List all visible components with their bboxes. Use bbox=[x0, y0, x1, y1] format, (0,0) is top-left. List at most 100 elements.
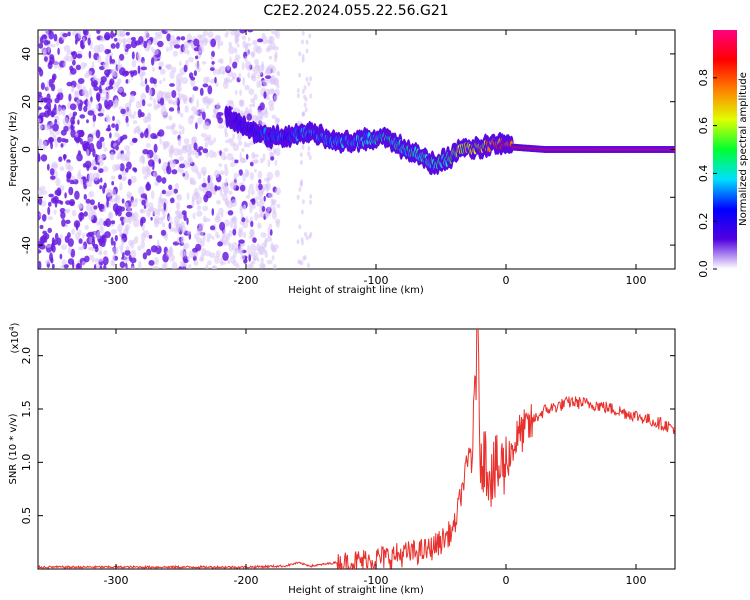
spectrogram-noise-speckle bbox=[219, 170, 225, 175]
spectrogram-noise-speckle bbox=[203, 177, 206, 184]
spectrogram-noise-speckle bbox=[43, 232, 50, 240]
spectrogram-noise-speckle bbox=[220, 58, 224, 65]
spectrogram-noise-speckle bbox=[301, 144, 305, 150]
spectrogram-noise-speckle bbox=[51, 237, 55, 245]
spectrogram-noise-speckle bbox=[210, 55, 214, 60]
spectrogram-noise-speckle bbox=[181, 125, 185, 135]
spectrogram-noise-speckle bbox=[60, 264, 65, 269]
spectrogram-noise-speckle bbox=[198, 146, 204, 151]
spectrogram-noise-speckle bbox=[251, 159, 259, 164]
spectrogram-noise-speckle bbox=[115, 42, 120, 49]
spectrogram-noise-speckle bbox=[274, 169, 280, 178]
spectrogram-noise-speckle bbox=[70, 123, 74, 130]
spectrogram-noise-speckle bbox=[202, 205, 209, 212]
spectrogram-noise-speckle bbox=[268, 223, 273, 229]
spectrogram-noise-speckle bbox=[181, 77, 189, 85]
spectrogram-noise-speckle bbox=[70, 248, 76, 258]
spectrogram-noise-speckle bbox=[83, 211, 88, 217]
spectrogram-noise-speckle bbox=[239, 157, 246, 164]
spectrogram-noise-speckle bbox=[71, 85, 75, 93]
spectrogram-noise-speckle bbox=[276, 84, 280, 89]
spectrogram-noise-speckle bbox=[97, 112, 104, 117]
spectrogram-noise-speckle bbox=[196, 210, 203, 217]
spectrogram-noise-speckle bbox=[158, 66, 162, 70]
spectrogram-noise-speckle bbox=[261, 206, 266, 212]
spectrogram-noise-speckle bbox=[114, 197, 121, 204]
spectrogram-noise-speckle bbox=[241, 61, 245, 71]
spectrogram-noise-speckle bbox=[130, 175, 137, 184]
spectrogram-noise-speckle bbox=[171, 122, 176, 128]
spectrogram-noise-speckle bbox=[227, 210, 234, 216]
page-title: C2E2.2024.055.22.56.G21 bbox=[263, 3, 448, 19]
spectrogram-noise-speckle bbox=[156, 132, 161, 137]
spectrogram-noise-speckle bbox=[138, 36, 144, 45]
spectrogram-noise-speckle bbox=[99, 136, 105, 142]
spectrogram-noise-speckle bbox=[230, 199, 238, 207]
spectrogram-noise-speckle bbox=[98, 84, 102, 92]
spectrogram-noise-speckle bbox=[38, 66, 42, 72]
spectrogram-noise-speckle bbox=[161, 208, 165, 215]
spectrogram-noise-speckle bbox=[221, 151, 226, 161]
spectrogram-noise-speckle bbox=[97, 165, 101, 170]
spectrogram-noise-speckle bbox=[157, 40, 164, 48]
spectrogram-noise-speckle bbox=[247, 72, 251, 79]
spectrogram-noise-speckle bbox=[105, 116, 112, 123]
spectrogram-noise-speckle bbox=[198, 222, 204, 229]
spectrogram-noise-speckle bbox=[168, 222, 172, 230]
spectrogram-noise-speckle bbox=[267, 44, 273, 51]
spectrogram-noise-speckle bbox=[125, 161, 132, 170]
spectrogram-noise-speckle bbox=[107, 85, 114, 90]
spectrogram-noise-speckle bbox=[130, 266, 135, 269]
spectrogram-noise-speckle bbox=[131, 239, 139, 245]
spectrogram-noise-speckle bbox=[110, 220, 116, 225]
spectrogram-noise-speckle bbox=[241, 35, 246, 40]
spectrogram-noise-speckle bbox=[238, 108, 241, 115]
spectrogram-noise-speckle bbox=[254, 211, 259, 221]
spectrogram-noise-speckle bbox=[184, 105, 189, 113]
spectrogram-noise-speckle bbox=[84, 255, 90, 263]
spectrogram-y-axis-label: Frequency (Hz) bbox=[8, 111, 19, 187]
spectrogram-noise-speckle bbox=[63, 44, 71, 52]
spectrogram-noise-speckle bbox=[102, 166, 109, 173]
spectrogram-noise-speckle bbox=[54, 103, 57, 111]
spectrogram-noise-speckle bbox=[41, 47, 48, 55]
spectrogram-noise-speckle bbox=[126, 121, 130, 128]
spectrogram-noise-speckle bbox=[267, 159, 271, 168]
spectrogram-noise-speckle bbox=[305, 48, 309, 54]
spectrogram-noise-speckle bbox=[65, 200, 71, 205]
spectrogram-noise-speckle bbox=[49, 168, 55, 176]
spectrogram-noise-speckle bbox=[244, 60, 252, 70]
spectrogram-noise-speckle bbox=[245, 143, 251, 148]
spectrogram-noise-speckle bbox=[276, 70, 281, 77]
spectrogram-noise-speckle bbox=[175, 96, 178, 105]
spectrogram-noise-speckle bbox=[257, 170, 263, 179]
spectrogram-noise-speckle bbox=[62, 117, 69, 126]
spectrogram-noise-speckle bbox=[265, 107, 268, 114]
spectrogram-noise-speckle bbox=[82, 176, 86, 186]
spectrogram-noise-speckle bbox=[232, 143, 239, 152]
spectrogram-noise-speckle bbox=[251, 204, 256, 209]
spectrogram-noise-speckle bbox=[138, 260, 142, 269]
spectrogram-noise-speckle bbox=[269, 151, 273, 157]
spectrogram-noise-speckle bbox=[91, 159, 96, 166]
spectrogram-y-tick-label: -40 bbox=[20, 236, 33, 254]
spectrogram-noise-speckle bbox=[40, 82, 46, 90]
spectrogram-noise-speckle bbox=[118, 174, 123, 180]
spectrogram-noise-speckle bbox=[136, 52, 141, 59]
spectrogram-noise-speckle bbox=[207, 31, 214, 38]
spectrogram-noise-speckle bbox=[235, 36, 238, 46]
spectrogram-noise-speckle bbox=[76, 153, 83, 162]
spectrogram-noise-speckle bbox=[208, 149, 214, 159]
spectrogram-noise-speckle bbox=[207, 175, 211, 184]
spectrogram-noise-speckle bbox=[275, 220, 280, 228]
spectrogram-noise-speckle bbox=[241, 148, 245, 153]
spectrogram-noise-speckle bbox=[307, 151, 311, 157]
spectrogram-noise-speckle bbox=[257, 74, 260, 80]
spectrogram-noise-speckle bbox=[253, 93, 258, 101]
spectrogram-noise-speckle bbox=[110, 237, 114, 246]
spectrogram-noise-speckle bbox=[70, 56, 74, 62]
spectrogram-noise-speckle bbox=[127, 178, 132, 186]
spectrogram-noise-speckle bbox=[258, 179, 262, 184]
spectrogram-noise-speckle bbox=[150, 190, 155, 200]
spectrogram-noise-speckle bbox=[152, 66, 155, 72]
